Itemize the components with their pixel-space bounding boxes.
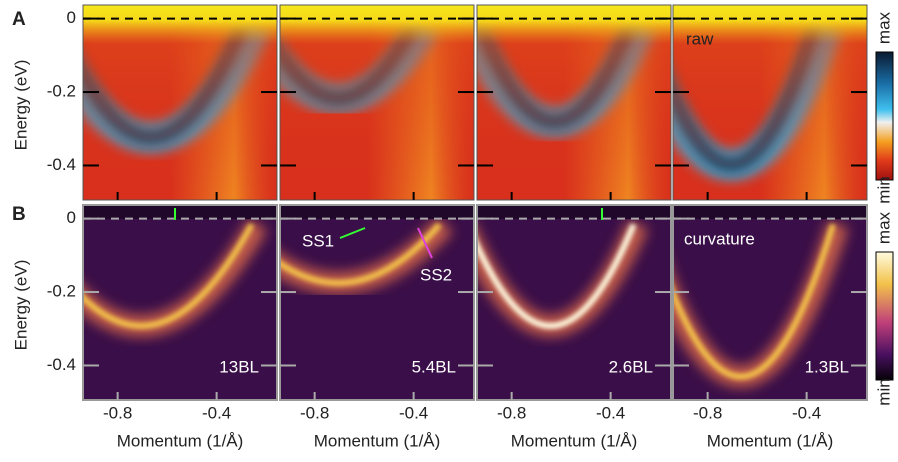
frame bbox=[82, 204, 278, 401]
band bbox=[280, 222, 442, 286]
x-tick-label: -0.4 bbox=[596, 403, 625, 422]
band bbox=[477, 223, 637, 329]
band bbox=[83, 205, 277, 219]
band bbox=[673, 223, 836, 380]
heatmap-raw bbox=[83, 5, 277, 200]
colorbar-label: min bbox=[874, 378, 893, 405]
panel-label: A bbox=[12, 9, 26, 30]
x-axis-label: Momentum (1/Å) bbox=[314, 431, 441, 450]
band bbox=[477, 205, 671, 219]
y-tick-label: -0.2 bbox=[47, 282, 76, 301]
x-tick-label: -0.8 bbox=[103, 403, 132, 422]
heatmap-raw bbox=[477, 5, 671, 200]
y-tick-label: 0 bbox=[67, 208, 76, 227]
colorbar-label: min bbox=[874, 176, 893, 203]
y-tick-label: 0 bbox=[67, 8, 76, 27]
x-tick-label: -0.4 bbox=[202, 403, 231, 422]
heatmap-curvature bbox=[280, 205, 474, 400]
heatmap-curvature bbox=[83, 205, 277, 400]
x-axis-label: Momentum (1/Å) bbox=[707, 431, 834, 450]
y-tick-label: -0.2 bbox=[47, 82, 76, 101]
band bbox=[83, 5, 277, 200]
band bbox=[280, 5, 474, 200]
x-axis-label: Momentum (1/Å) bbox=[117, 431, 244, 450]
x-tick-label: -0.8 bbox=[693, 403, 722, 422]
frame bbox=[279, 4, 475, 201]
x-tick-label: -0.8 bbox=[497, 403, 526, 422]
y-tick-label: -0.4 bbox=[47, 355, 76, 374]
frame bbox=[82, 4, 278, 201]
arrow bbox=[339, 227, 366, 239]
frame bbox=[476, 4, 672, 201]
heatmap-raw bbox=[673, 5, 867, 200]
annotation: SS2 bbox=[420, 265, 452, 284]
y-axis-label: Energy (eV) bbox=[11, 60, 30, 151]
heatmap-raw bbox=[280, 5, 474, 200]
x-tick-label: -0.4 bbox=[399, 403, 428, 422]
arrow bbox=[417, 227, 433, 259]
sample-label: 1.3BL bbox=[805, 357, 849, 376]
y-axis-label: Energy (eV) bbox=[11, 260, 30, 351]
heatmap-curvature bbox=[477, 205, 671, 400]
frame bbox=[476, 204, 672, 401]
frame bbox=[672, 204, 868, 401]
annotation: curvature bbox=[684, 229, 755, 248]
x-axis-label: Momentum (1/Å) bbox=[511, 431, 638, 450]
frame bbox=[672, 4, 868, 201]
annotation: SS1 bbox=[302, 231, 334, 250]
band bbox=[673, 205, 867, 219]
colorbar-label: max bbox=[874, 211, 893, 244]
band bbox=[673, 5, 867, 200]
heatmap-curvature bbox=[673, 205, 867, 400]
band bbox=[83, 223, 255, 329]
y-tick-label: -0.4 bbox=[47, 155, 76, 174]
x-tick-label: -0.8 bbox=[300, 403, 329, 422]
colorbar-label: max bbox=[874, 11, 893, 44]
sample-label: 13BL bbox=[219, 357, 259, 376]
colorbar bbox=[875, 51, 894, 181]
x-tick-label: -0.4 bbox=[792, 403, 821, 422]
sample-label: 2.6BL bbox=[609, 357, 653, 376]
band bbox=[280, 205, 474, 219]
annotation: raw bbox=[686, 29, 714, 48]
panel-label: B bbox=[12, 204, 26, 225]
band bbox=[477, 5, 671, 200]
frame bbox=[279, 204, 475, 401]
colorbar bbox=[875, 251, 894, 381]
sample-label: 5.4BL bbox=[412, 357, 456, 376]
